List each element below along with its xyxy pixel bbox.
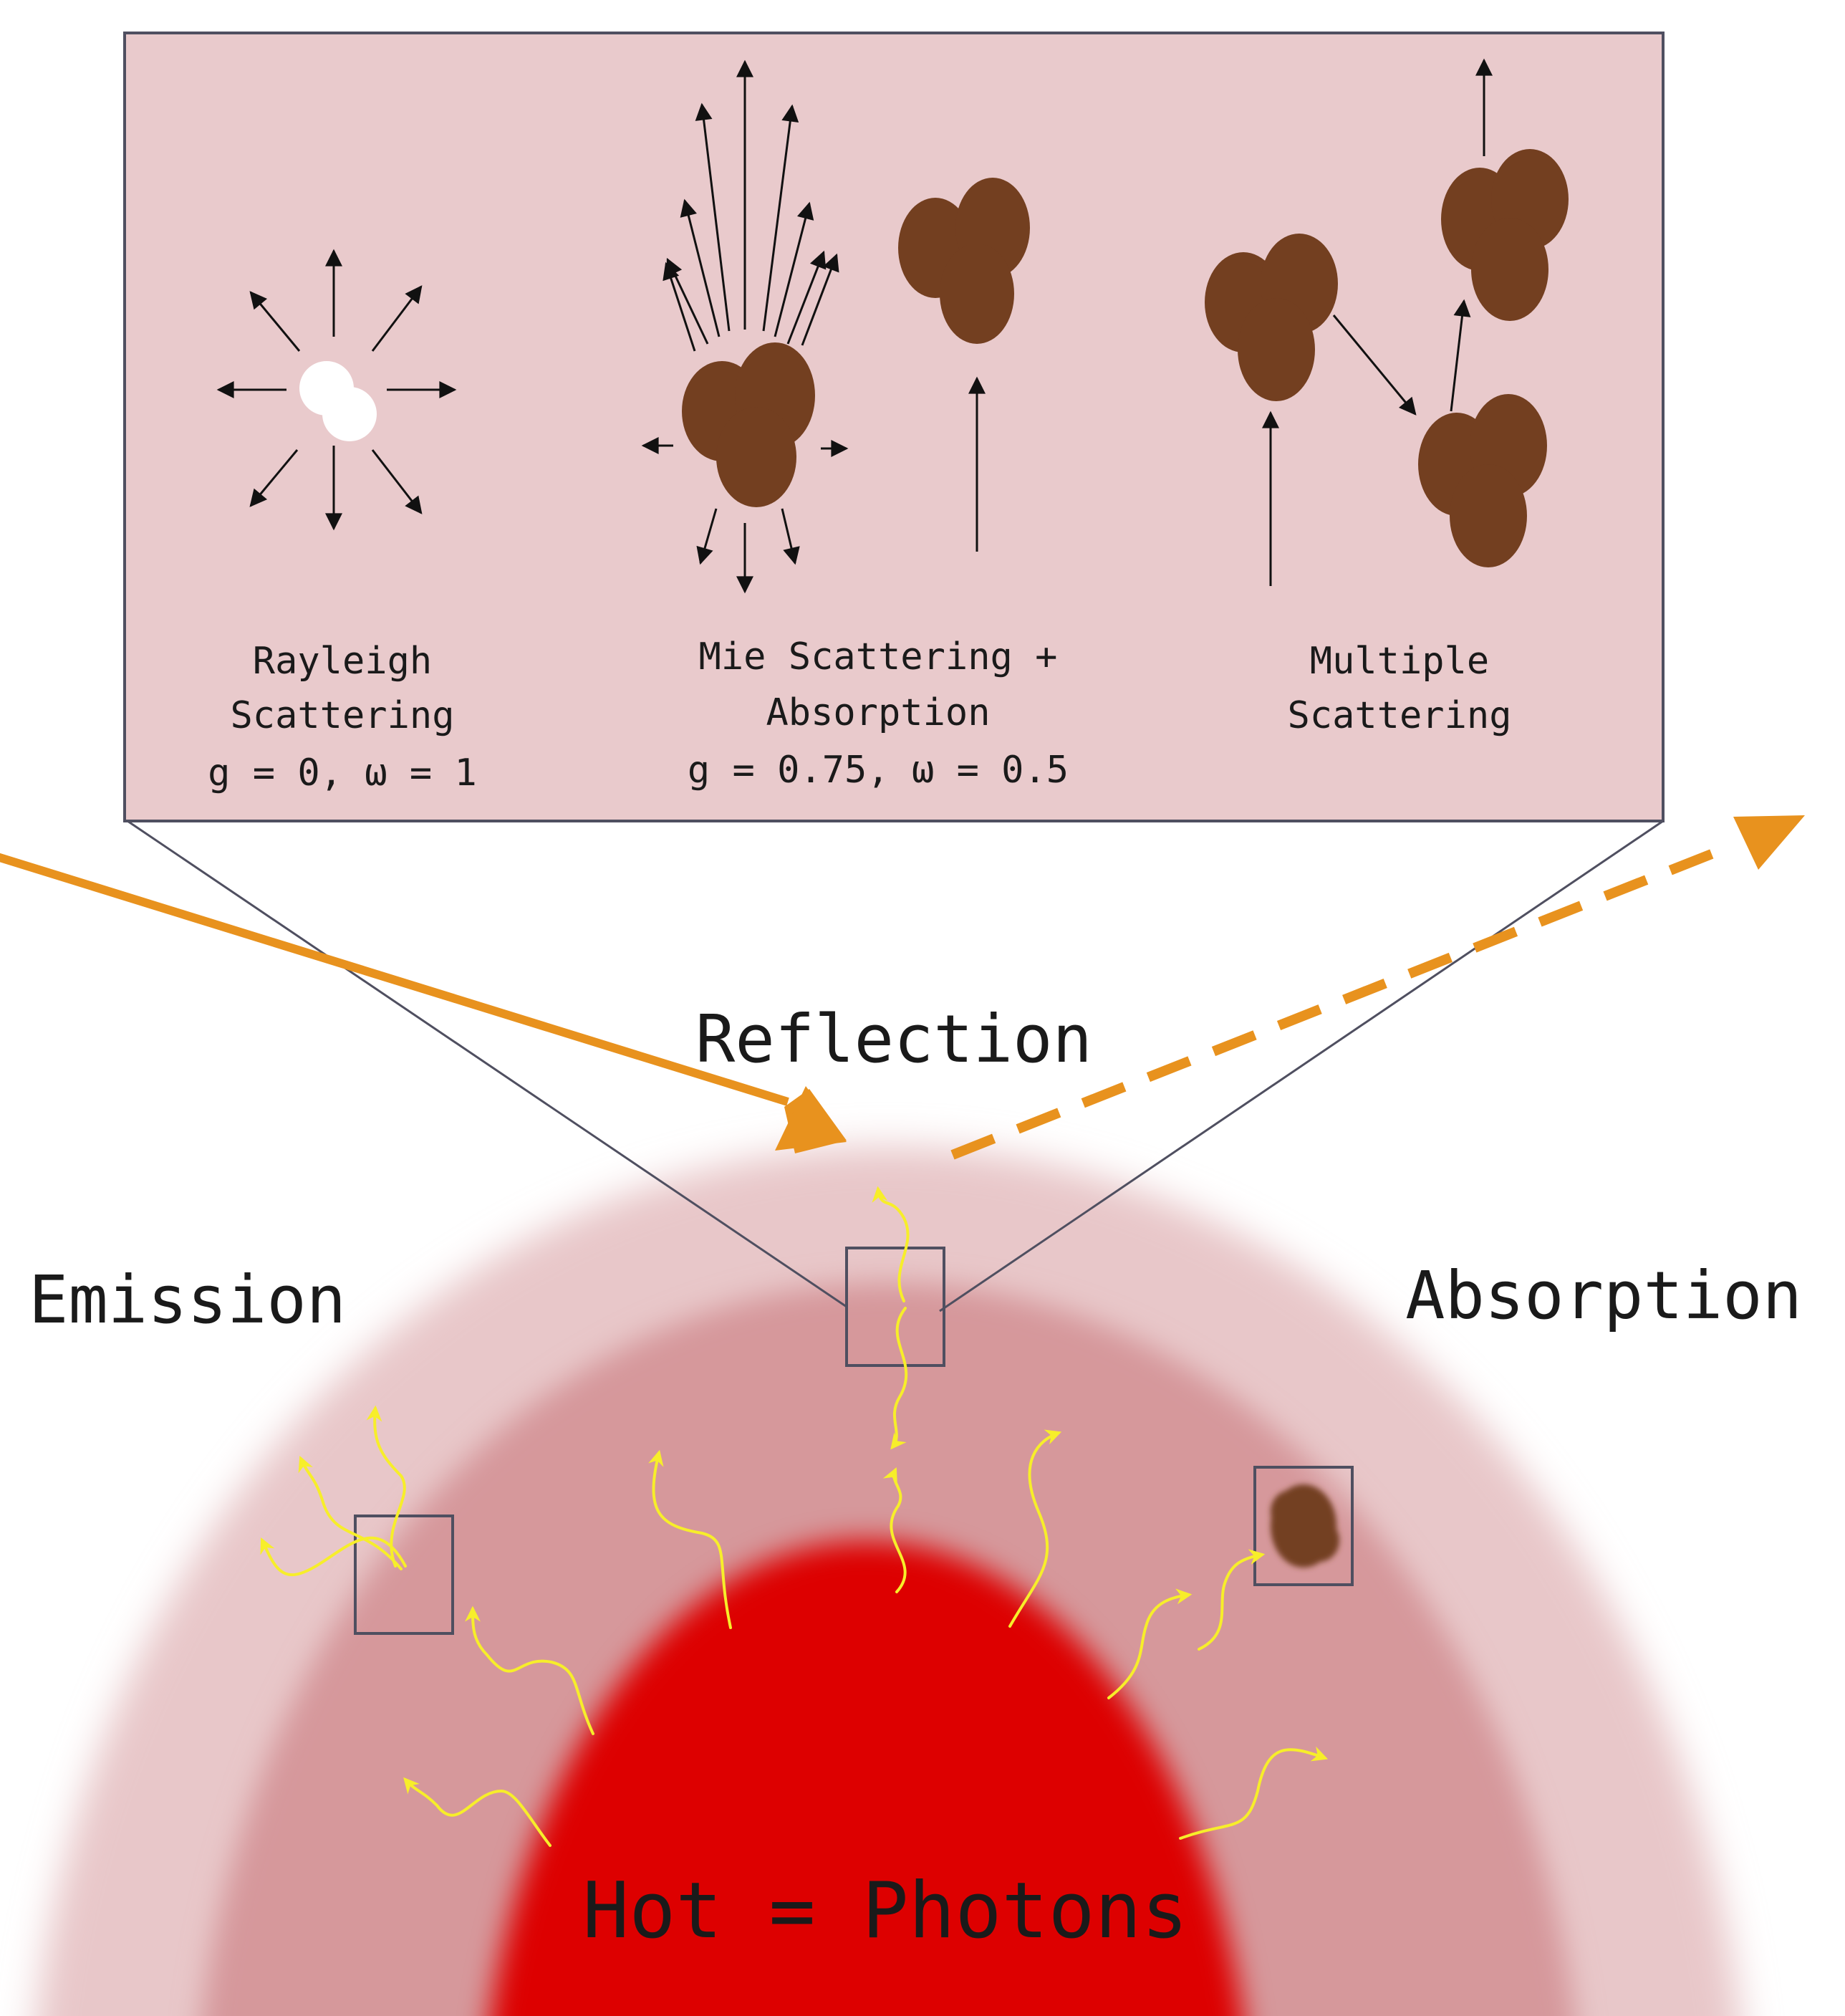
reflected-beam xyxy=(950,815,1805,1160)
multiple-scattering-illustration xyxy=(1205,58,1569,586)
mie-scattering-illustration xyxy=(641,59,1030,594)
absorption-label: Absorption xyxy=(1405,1257,1802,1334)
multiple-label-line2: Scattering xyxy=(1287,694,1511,737)
mie-label: Mie Scattering + Absorption g = 0.75, ω … xyxy=(688,635,1069,792)
photon-emission-3 xyxy=(260,1536,407,1576)
photon-core-up xyxy=(882,1467,907,1593)
absorbing-particle xyxy=(1271,1484,1339,1568)
photon-right-mid xyxy=(1008,1429,1062,1628)
zoom-lines xyxy=(127,820,1664,1312)
photon-left-mid xyxy=(648,1449,732,1629)
mie-forward-arrows xyxy=(663,59,839,352)
mie-side-arrows xyxy=(641,437,849,594)
photon-emission-4 xyxy=(465,1605,594,1735)
emission-zoom-box xyxy=(354,1515,454,1635)
inset-panel xyxy=(123,32,1665,822)
photon-paths xyxy=(260,1186,1329,1847)
core-label: Hot = Photons xyxy=(582,1866,1188,1956)
reflection-label: Reflection xyxy=(695,1001,1092,1077)
reflection-zoom-box xyxy=(845,1247,945,1367)
rayleigh-params: g = 0, ω = 1 xyxy=(208,752,477,795)
hot-core-layer xyxy=(490,1540,1243,2016)
rayleigh-arrows xyxy=(216,249,457,531)
multiple-particle-2 xyxy=(1418,394,1547,567)
rayleigh-particle xyxy=(299,361,377,441)
mie-label-line2: Absorption xyxy=(766,691,990,734)
rayleigh-label-line1: Rayleigh xyxy=(253,640,432,683)
photon-lower-left xyxy=(403,1777,551,1847)
multiple-particle-1 xyxy=(1205,234,1338,401)
scattering-inset: Rayleigh Scattering g = 0, ω = 1 Mie Sca… xyxy=(123,32,1665,822)
rayleigh-label: Rayleigh Scattering g = 0, ω = 1 xyxy=(208,640,477,795)
rayleigh-label-line2: Scattering xyxy=(230,694,454,737)
multiple-particle-3 xyxy=(1441,149,1569,321)
mie-absorbed-photon xyxy=(898,178,1030,552)
photon-emission-1 xyxy=(366,1405,406,1568)
photon-lower-right xyxy=(1179,1746,1329,1840)
mie-params: g = 0.75, ω = 0.5 xyxy=(688,749,1069,792)
emission-label: Emission xyxy=(29,1262,346,1338)
multiple-label-line1: Multiple xyxy=(1310,640,1489,683)
photon-absorption-1 xyxy=(1107,1588,1193,1699)
photon-reflection-upper xyxy=(872,1186,910,1302)
multiple-label: Multiple Scattering xyxy=(1287,640,1511,737)
mie-label-line1: Mie Scattering + xyxy=(699,635,1058,678)
mie-absorbing-particle xyxy=(898,178,1030,344)
absorption-zoom-box xyxy=(1253,1466,1354,1586)
photon-absorption-2 xyxy=(1198,1549,1266,1651)
incident-beam xyxy=(0,853,847,1153)
rayleigh-scattering-illustration xyxy=(216,249,457,531)
atmosphere-layers xyxy=(36,1146,1740,2016)
photon-reflection-lower xyxy=(890,1307,908,1450)
mie-particle xyxy=(682,342,815,507)
photon-emission-2 xyxy=(298,1455,403,1570)
zoom-boxes xyxy=(354,1247,1354,1635)
